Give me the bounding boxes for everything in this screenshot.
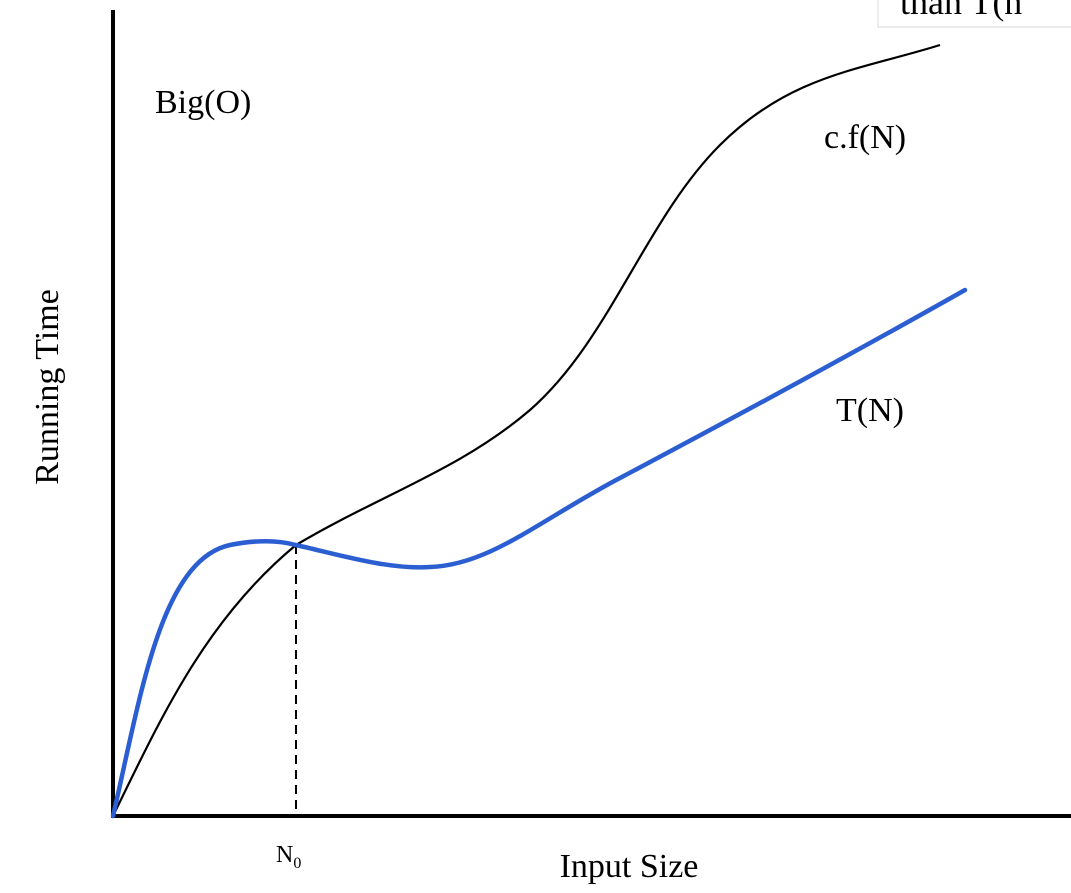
upper-curve-label: c.f(N) (824, 119, 906, 156)
running-time-curve (110, 287, 968, 819)
lower-curve-label: T(N) (836, 392, 904, 429)
cropped-corner-box (877, 0, 1071, 28)
x-axis-label: Input Size (560, 848, 699, 885)
y-axis-label: Running Time (29, 289, 66, 485)
threshold-label: N0 (276, 842, 301, 872)
cropped-corner-text: than T(n (900, 0, 1022, 22)
diagram-title: Big(O) (155, 84, 251, 121)
upper-bound-curve (112, 43, 941, 817)
threshold-label-subscript: 0 (293, 855, 301, 872)
threshold-label-base: N (276, 842, 293, 868)
